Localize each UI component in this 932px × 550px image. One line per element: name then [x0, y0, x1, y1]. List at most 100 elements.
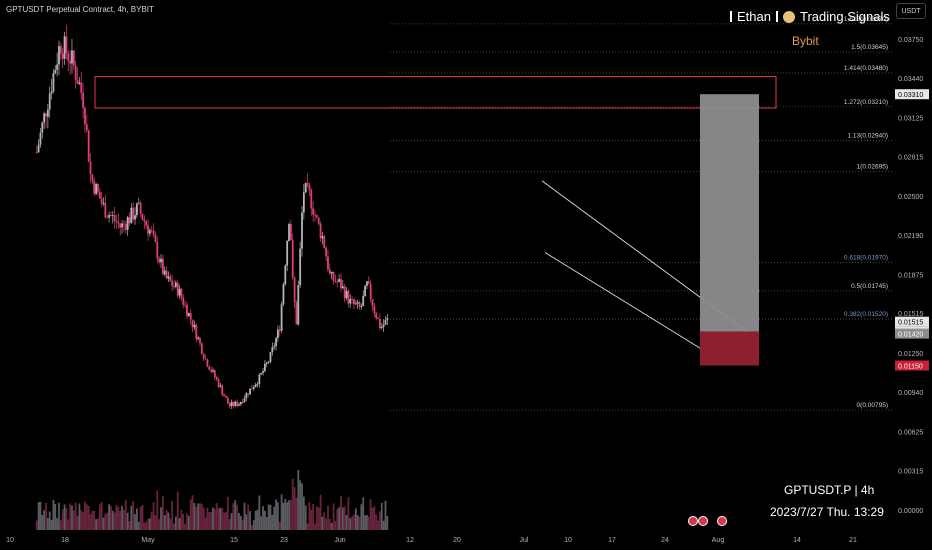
- volume-bar: [234, 500, 237, 530]
- candle-body: [267, 361, 270, 363]
- candle-body: [63, 36, 66, 59]
- candle-body: [74, 65, 77, 80]
- volume-bar: [269, 504, 272, 530]
- stop-price-tag-bg: [895, 360, 929, 371]
- event-marker-icon[interactable]: [717, 516, 727, 526]
- candle-body: [234, 401, 237, 406]
- volume-bar: [217, 508, 220, 530]
- volume-bar: [328, 518, 331, 530]
- candle-body: [373, 306, 376, 314]
- volume-bar: [199, 503, 201, 530]
- candle-body: [321, 236, 324, 239]
- brand-watermark: Ethan Trading Signals: [730, 9, 890, 24]
- candle-body: [208, 366, 211, 370]
- volume-bar: [110, 505, 112, 530]
- target-price-tag: 0.03310: [898, 92, 923, 99]
- candle-body: [289, 224, 292, 240]
- volume-bar: [160, 507, 162, 530]
- partial-price-tag-bg: [895, 308, 929, 319]
- volume-bar: [156, 490, 159, 530]
- candle-body: [278, 329, 281, 331]
- candle-body: [76, 79, 79, 84]
- coin-icon: [782, 10, 795, 23]
- x-tick-label: 14: [793, 537, 801, 544]
- volume-bar: [319, 494, 322, 530]
- supply-zone-rect: [94, 76, 777, 109]
- fib-label: 1.5(0.03645): [851, 44, 888, 51]
- event-marker-icon[interactable]: [688, 516, 698, 526]
- symbol-footer: GPTUSDT.P | 4h: [784, 483, 875, 497]
- volume-bar: [330, 523, 333, 530]
- volume-bar: [158, 519, 161, 530]
- candle-body: [249, 388, 251, 395]
- last-price-tag-bg: [895, 316, 929, 327]
- volume-bar: [349, 518, 352, 530]
- candle-body: [186, 304, 188, 317]
- candle-body: [362, 296, 365, 307]
- candle-body: [45, 113, 47, 117]
- candle-body: [364, 285, 366, 297]
- volume-bar: [386, 516, 389, 530]
- volume-bar: [373, 506, 376, 530]
- volume-bar: [37, 502, 40, 530]
- volume-bar: [78, 503, 81, 530]
- volume-bar: [238, 512, 240, 530]
- candle-body: [173, 286, 175, 287]
- candle-body: [174, 282, 177, 287]
- candle-body: [232, 402, 235, 406]
- volume-bar: [126, 512, 129, 530]
- volume-bar: [323, 512, 326, 530]
- volume-bar: [241, 520, 244, 530]
- volume-bar: [165, 509, 168, 530]
- volume-bar: [325, 518, 328, 530]
- candle-body: [356, 302, 359, 304]
- candle-body: [288, 224, 290, 241]
- candle-body: [332, 271, 335, 281]
- volume-bar: [288, 500, 290, 530]
- candle-body: [360, 306, 363, 307]
- volume-bar: [312, 503, 315, 530]
- volume-bar: [102, 517, 105, 530]
- candle-body: [375, 313, 378, 319]
- volume-bar: [210, 511, 213, 530]
- candle-body: [243, 398, 246, 403]
- volume-bar: [291, 478, 294, 530]
- volume-bar: [45, 502, 47, 530]
- volume-bar: [334, 520, 337, 530]
- volume-bar: [382, 520, 385, 530]
- volume-bar: [230, 512, 233, 530]
- candle-body: [328, 269, 331, 274]
- volume-bar: [84, 501, 86, 530]
- volume-bar: [379, 511, 381, 530]
- candle-body: [347, 290, 350, 304]
- volume-bar: [302, 496, 305, 530]
- stop-zone: [700, 331, 759, 366]
- fib-label: 1.13(0.02940): [848, 133, 888, 140]
- volume-bar: [35, 520, 38, 530]
- event-marker-icon[interactable]: [698, 516, 708, 526]
- candle-body: [226, 397, 229, 404]
- candle-body: [108, 215, 110, 218]
- candle-body: [50, 91, 53, 94]
- candle-body: [126, 217, 129, 230]
- volume-bar: [104, 513, 107, 530]
- candle-body: [310, 190, 313, 209]
- volume-bar: [41, 514, 44, 530]
- candle-body: [254, 384, 257, 388]
- candle-body: [325, 247, 328, 257]
- candle-body: [61, 53, 64, 59]
- volume-bar: [139, 506, 142, 530]
- currency-unit-button[interactable]: USDT: [896, 3, 926, 19]
- volume-bar: [347, 497, 350, 530]
- x-tick-label: 10: [564, 537, 572, 544]
- candle-body: [264, 363, 266, 372]
- candle-body: [110, 215, 112, 216]
- candle-body: [56, 64, 59, 70]
- volume-bar: [161, 496, 164, 530]
- candle-body: [258, 374, 261, 385]
- candle-body: [161, 258, 164, 275]
- candle-body: [199, 337, 201, 344]
- volume-bar: [213, 508, 216, 530]
- volume-bar: [215, 503, 218, 530]
